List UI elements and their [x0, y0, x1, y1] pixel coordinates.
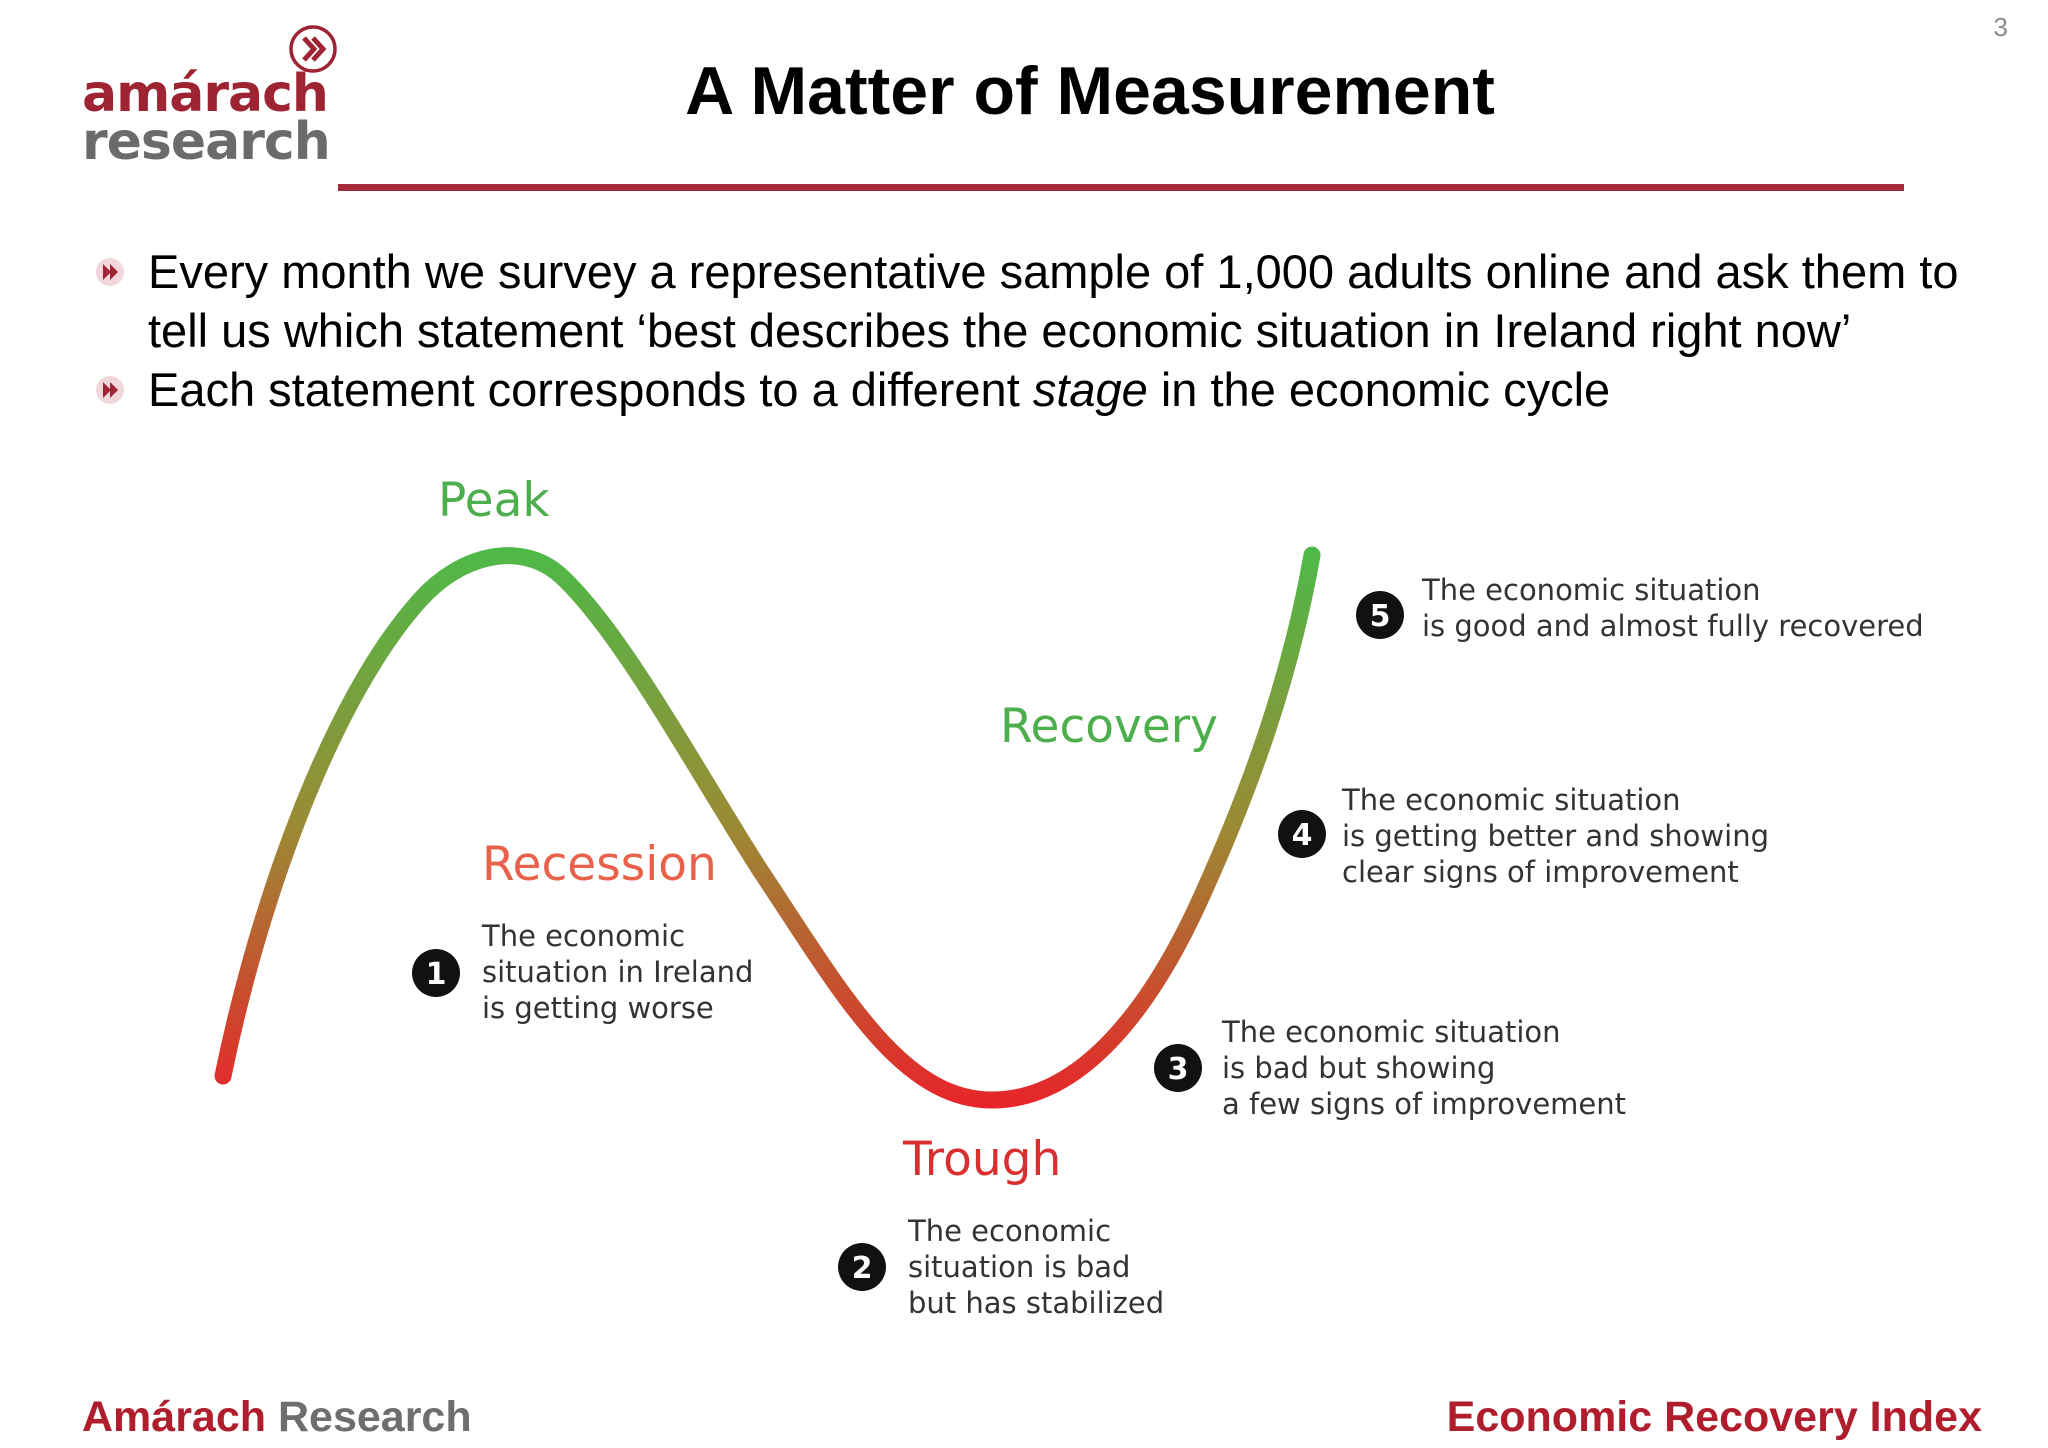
svg-text:The economic situation i: The economic situation is good and almos… — [1421, 573, 1924, 643]
statement-3: 3 The economic situation is bad but show… — [1154, 1015, 1626, 1121]
bullet-list: Every month we survey a representative s… — [92, 242, 1992, 419]
statement-line: The economic situation — [1421, 573, 1761, 607]
footer-report-name: Economic Recovery Index — [1446, 1393, 1982, 1441]
footer-brand: Amárach Research — [82, 1393, 472, 1442]
statement-line: The economic — [907, 1214, 1111, 1248]
bullet-item-survey: Every month we survey a representative s… — [92, 242, 1992, 360]
statement-5: 5 The economic situation is good and alm… — [1356, 573, 1924, 643]
svg-text:The economic situation i: The economic situation is bad but has st… — [907, 1214, 1164, 1320]
bullet-emphasis: stage — [1032, 363, 1148, 416]
stage-label-recovery: Recovery — [1000, 699, 1218, 754]
svg-text:The economic situation i: The economic situation is bad but showin… — [1221, 1015, 1626, 1121]
page-title: A Matter of Measurement — [685, 53, 1495, 129]
statement-number: 5 — [1370, 599, 1391, 634]
statement-line: is bad but showing — [1222, 1051, 1495, 1085]
statement-line: The economic — [481, 919, 685, 953]
statement-line: but has stabilized — [908, 1286, 1164, 1320]
footer-brand-rest: Research — [266, 1393, 472, 1441]
statement-line: situation is bad — [908, 1250, 1130, 1284]
chevron-bullet-icon — [96, 258, 124, 286]
logo-wordmark-top: amárach — [82, 64, 329, 124]
svg-text:The economic situation i: The economic situation is getting better… — [1341, 783, 1778, 889]
statement-line: situation in Ireland — [482, 955, 753, 989]
statement-line: The economic situation — [1221, 1015, 1561, 1049]
chevron-bullet-icon — [96, 376, 124, 404]
stage-label-recession: Recession — [482, 837, 717, 892]
statement-number-badge — [1154, 1044, 1202, 1092]
statement-2: 2 The economic situation is bad but has … — [838, 1214, 1164, 1320]
statement-number-badge — [1278, 810, 1326, 858]
chevron-circle-icon — [289, 25, 337, 73]
statement-number-badge — [412, 949, 460, 997]
statement-number: 3 — [1168, 1052, 1189, 1087]
svg-text:The economic situation i: The economic situation in Ireland is get… — [481, 919, 763, 1025]
amarach-logo: amárach research — [82, 24, 352, 174]
title-divider — [338, 184, 1904, 191]
economic-cycle-curve — [214, 546, 1321, 1109]
statement-4: 4 The economic situation is getting bett… — [1278, 783, 1778, 889]
statement-number: 1 — [426, 957, 447, 992]
statement-line: a few signs of improvement — [1222, 1087, 1626, 1121]
statement-number: 4 — [1292, 818, 1313, 853]
logo-wordmark-bottom: research — [82, 112, 331, 172]
statement-line: The economic situation — [1341, 783, 1681, 817]
statement-line: clear signs of improvement — [1342, 855, 1739, 889]
statement-line: is getting better and showing — [1342, 819, 1769, 853]
footer-brand-name: Amárach — [82, 1393, 267, 1441]
statement-number: 2 — [852, 1251, 873, 1286]
statement-1: 1 The economic situation in Ireland is g… — [412, 919, 763, 1025]
statement-number-badge — [838, 1243, 886, 1291]
statement-number-badge — [1356, 591, 1404, 639]
statement-line: is getting worse — [482, 991, 714, 1025]
bullet-item-stages: Each statement corresponds to a differen… — [92, 360, 1992, 419]
stage-label-trough: Trough — [902, 1132, 1061, 1187]
bullet-text: Each statement corresponds to a differen… — [148, 363, 1033, 416]
page-number: 3 — [1993, 12, 2008, 42]
bullet-text-end: in the economic cycle — [1147, 363, 1611, 416]
statement-line: is good and almost fully recovered — [1422, 609, 1924, 643]
stage-label-peak: Peak — [438, 473, 550, 528]
bullet-text: Every month we survey a representative s… — [148, 245, 1959, 357]
